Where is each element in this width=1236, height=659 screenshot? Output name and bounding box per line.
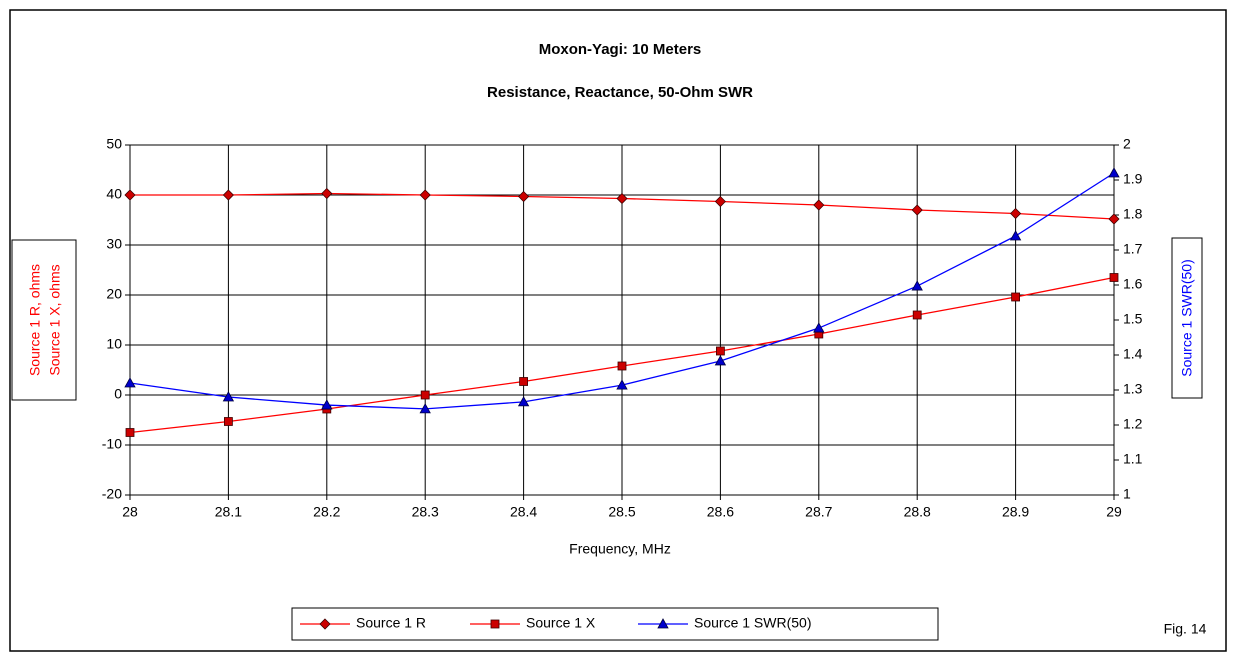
marker (222, 391, 235, 402)
y-label-box (11, 239, 77, 401)
marker (1009, 230, 1022, 241)
x-tick-label: 28 (122, 504, 138, 520)
marker (321, 399, 333, 410)
marker (616, 192, 628, 205)
marker (490, 619, 500, 629)
x-tick-label: 28.2 (313, 504, 340, 520)
y2-tick-label: 1.7 (1123, 241, 1143, 257)
marker (517, 396, 530, 407)
x-tick-label: 28.4 (510, 504, 537, 520)
y-tick-label: -20 (102, 486, 122, 502)
marker (617, 361, 627, 371)
marker (1108, 167, 1120, 178)
marker (419, 403, 431, 414)
x-tick-label: 28.3 (412, 504, 439, 520)
x-tick-label: 28.9 (1002, 504, 1029, 520)
marker (124, 189, 136, 201)
y2-tick-label: 1.3 (1123, 381, 1143, 397)
y-axis-label: Source 1 R, ohms (27, 264, 43, 376)
marker (223, 417, 233, 426)
legend-box (291, 607, 939, 641)
marker (125, 428, 135, 437)
y2-tick-label: 1 (1123, 486, 1131, 502)
legend-label: Source 1 SWR(50) (694, 615, 811, 631)
legend-label: Source 1 R (356, 615, 426, 631)
legend-label: Source 1 X (526, 615, 596, 631)
chart-title: Moxon-Yagi: 10 Meters (539, 41, 702, 58)
y2-tick-label: 1.5 (1123, 311, 1143, 327)
marker (319, 618, 331, 630)
marker (616, 379, 628, 390)
marker (657, 618, 669, 629)
marker (222, 189, 234, 201)
y2-tick-label: 1.2 (1123, 416, 1143, 432)
marker (714, 195, 726, 208)
marker (911, 280, 923, 291)
marker (321, 187, 333, 200)
chart-subtitle: Resistance, Reactance, 50-Ohm SWR (487, 84, 753, 101)
y-tick-label: 40 (106, 186, 122, 202)
marker (419, 189, 431, 201)
marker (518, 190, 530, 203)
marker (911, 204, 923, 216)
marker (420, 390, 430, 400)
x-tick-label: 28.7 (805, 504, 832, 520)
y2-label-box (1171, 237, 1203, 399)
x-axis-label: Frequency, MHz (569, 541, 671, 557)
marker (716, 346, 725, 356)
y2-tick-label: 1.8 (1123, 206, 1143, 222)
y-tick-label: 50 (106, 136, 122, 152)
marker (1108, 213, 1120, 225)
x-tick-label: 28.5 (608, 504, 635, 520)
marker (813, 322, 825, 333)
marker (1011, 292, 1020, 302)
y-tick-label: 20 (106, 286, 122, 302)
marker (1109, 273, 1119, 282)
y2-tick-label: 1.1 (1123, 451, 1143, 467)
x-tick-label: 28.8 (904, 504, 931, 520)
y-tick-label: 10 (106, 336, 122, 352)
marker (912, 310, 922, 320)
marker (813, 199, 825, 211)
marker (124, 377, 136, 388)
y2-tick-label: 1.4 (1123, 346, 1143, 362)
y-tick-label: 0 (114, 386, 122, 402)
marker (1010, 207, 1022, 220)
y2-tick-label: 2 (1123, 136, 1131, 152)
y2-axis-label: Source 1 SWR(50) (1179, 259, 1195, 376)
y-axis-label: Source 1 X, ohms (47, 264, 63, 375)
y2-tick-label: 1.6 (1123, 276, 1143, 292)
annotation: Fig. 14 (1164, 621, 1207, 637)
y2-tick-label: 1.9 (1123, 171, 1143, 187)
marker (714, 355, 727, 366)
y-tick-label: -10 (102, 436, 122, 452)
y-tick-label: 30 (106, 236, 122, 252)
x-tick-label: 28.6 (707, 504, 734, 520)
marker (519, 377, 528, 386)
x-tick-label: 28.1 (215, 504, 242, 520)
x-tick-label: 29 (1106, 504, 1122, 520)
